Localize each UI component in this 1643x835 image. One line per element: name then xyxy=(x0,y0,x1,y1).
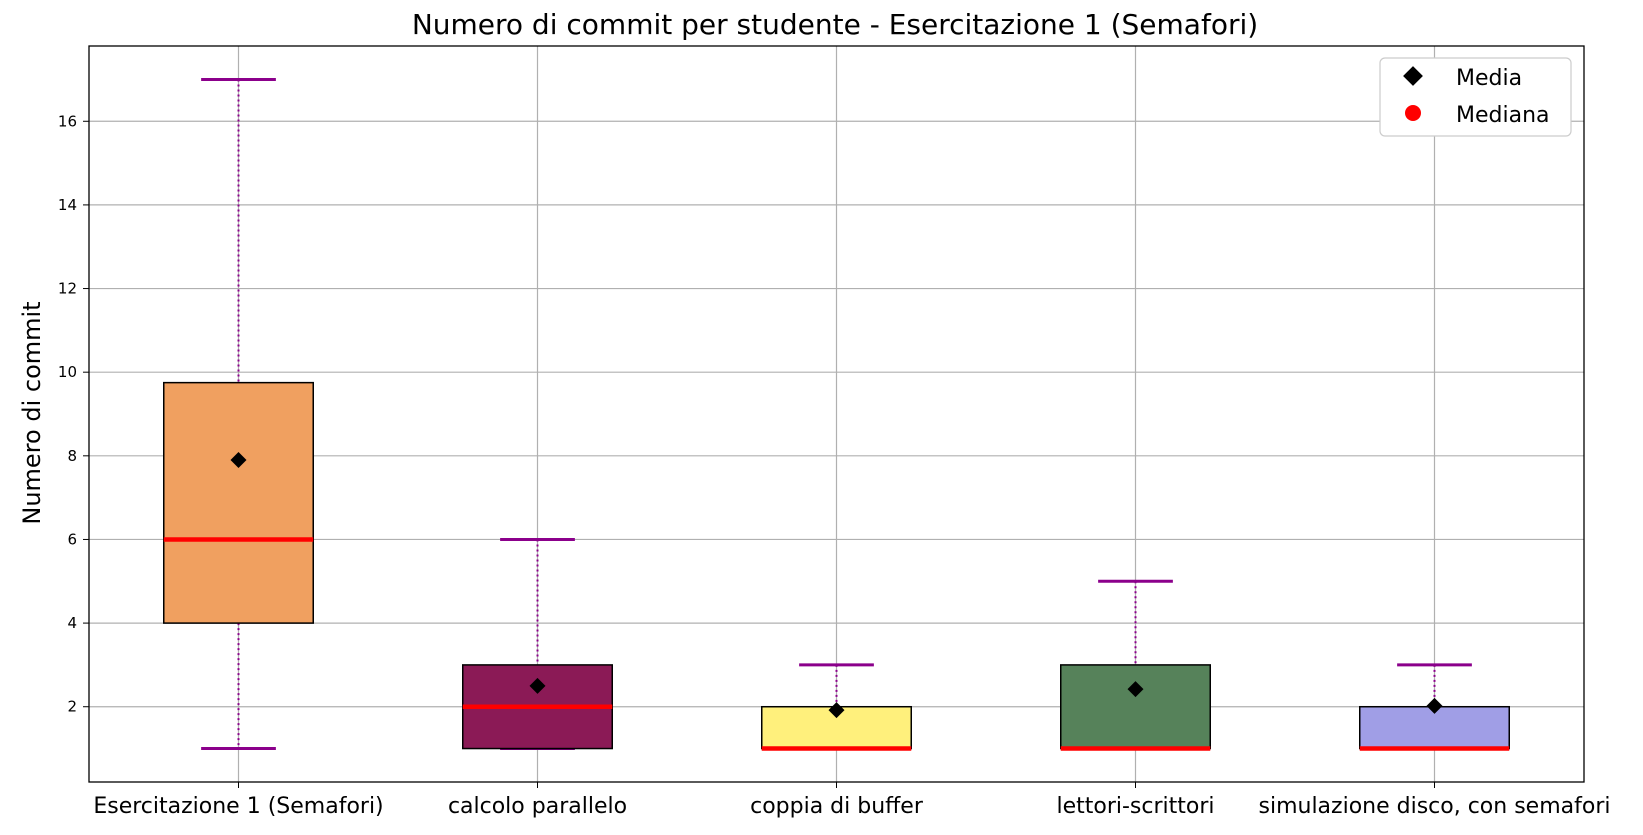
y-tick-label: 6 xyxy=(67,530,77,548)
legend-circle-icon xyxy=(1405,105,1421,121)
box-group xyxy=(761,663,912,751)
box-group xyxy=(163,77,314,751)
mean-marker xyxy=(1127,681,1144,698)
y-tick-label: 14 xyxy=(58,196,77,214)
x-tick-label: Esercitazione 1 (Semafori) xyxy=(93,794,383,819)
tick-layer: 2 4 6 8 10 12 14 16 Esercitazione 1 (Semafori) ca… xyxy=(58,112,1611,819)
legend-label-media: Media xyxy=(1456,66,1522,91)
box-layer xyxy=(163,77,1510,751)
y-tick-label: 10 xyxy=(58,363,77,381)
y-tick-label: 16 xyxy=(58,112,77,130)
mean-marker xyxy=(828,702,845,719)
x-tick-label: simulazione disco, con semafori xyxy=(1259,794,1611,819)
x-tick-label: coppia di buffer xyxy=(750,794,924,819)
box-group xyxy=(1060,579,1211,751)
grid-layer xyxy=(89,46,1584,782)
mean-marker xyxy=(529,677,546,694)
plot-frame xyxy=(88,45,1585,783)
legend-diamond-icon xyxy=(1403,66,1423,86)
iqr-box xyxy=(1359,705,1510,750)
y-tick-label: 12 xyxy=(58,280,77,298)
y-tick-label: 8 xyxy=(67,447,77,465)
chart-title: Numero di commit per studente - Esercita… xyxy=(412,8,1258,41)
x-tick-label: calcolo parallelo xyxy=(448,794,627,819)
legend-label-mediana: Mediana xyxy=(1456,103,1550,128)
y-tick-label: 4 xyxy=(67,614,77,632)
mean-marker xyxy=(230,452,247,468)
box-group xyxy=(1359,663,1510,751)
legend: Media Mediana xyxy=(1379,57,1572,137)
y-tick-label: 2 xyxy=(67,698,77,716)
legend-box xyxy=(1379,57,1572,137)
iqr-box xyxy=(163,381,314,624)
x-tick-label: lettori-scrittori xyxy=(1056,794,1214,819)
iqr-box xyxy=(1060,664,1211,750)
box-group xyxy=(462,537,613,751)
mean-marker xyxy=(1426,697,1443,714)
y-axis-label: Numero di commit xyxy=(18,301,46,524)
